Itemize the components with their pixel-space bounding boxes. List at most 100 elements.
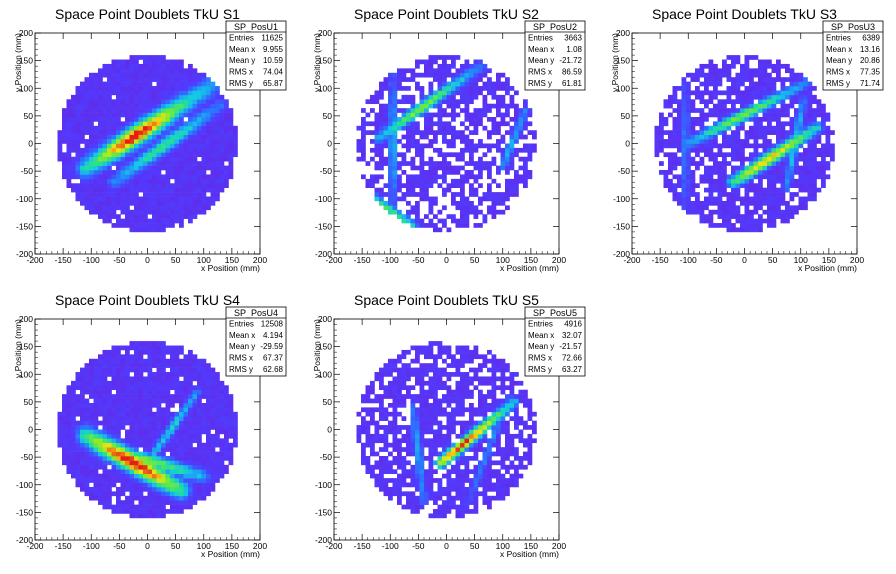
heatmap-cell [708, 147, 714, 153]
heatmap-cell [93, 134, 99, 140]
heatmap-cell [722, 103, 727, 109]
heatmap-cell [174, 372, 180, 377]
heatmap-cell [762, 81, 768, 87]
heatmap-cell [433, 68, 438, 74]
heatmap-cell [496, 209, 501, 215]
heatmap-cell [125, 108, 130, 113]
heatmap-cell [767, 174, 772, 180]
heatmap-cell [188, 354, 193, 360]
heatmap-cell [165, 473, 171, 479]
heatmap-cell [111, 398, 117, 404]
heatmap-cell [143, 94, 148, 100]
heatmap-cell [134, 438, 139, 444]
heatmap-cell [71, 139, 76, 144]
heatmap-cell [370, 438, 375, 444]
heatmap-cell [156, 178, 162, 184]
heatmap-cell [749, 152, 754, 158]
heatmap-cell [201, 183, 207, 188]
heatmap-cell [156, 398, 162, 404]
heatmap-cell [428, 139, 434, 144]
heatmap-cell [66, 447, 72, 452]
heatmap-cell [188, 147, 193, 153]
heatmap-cell [762, 209, 768, 215]
heatmap-cell [84, 491, 90, 497]
heatmap-cell [370, 108, 375, 113]
heatmap-cell [717, 103, 723, 109]
heatmap-cell [428, 112, 434, 118]
heatmap-cell [518, 178, 524, 184]
heatmap-cell [147, 469, 153, 474]
heatmap-cell [147, 152, 153, 158]
heatmap-cell [152, 491, 157, 497]
heatmap-cell [161, 500, 166, 505]
heatmap-cell [731, 187, 736, 193]
heatmap-cell [397, 81, 402, 87]
heatmap-cell [179, 183, 184, 188]
heatmap-cell [120, 86, 126, 91]
heatmap-cell [156, 174, 162, 180]
heatmap-cell [482, 63, 488, 69]
heatmap-cell [174, 139, 180, 144]
heatmap-cell [821, 143, 826, 149]
heatmap-cell [98, 464, 103, 470]
heatmap-cell [424, 223, 429, 228]
heatmap-cell [93, 420, 99, 426]
heatmap-cell [89, 358, 94, 364]
heatmap-cell [717, 81, 723, 87]
heatmap-cell [80, 478, 85, 483]
heatmap-cell [437, 130, 443, 135]
heatmap-cell [98, 99, 103, 105]
heatmap-cell [695, 205, 700, 211]
heatmap-cell [690, 187, 696, 193]
heatmap-cell [161, 385, 166, 391]
heatmap-cell [138, 200, 144, 206]
heatmap-cell [201, 416, 207, 421]
heatmap-cell [75, 161, 81, 166]
heatmap-cell [500, 134, 506, 140]
heatmap-cell [201, 94, 207, 100]
heatmap-cell [129, 156, 135, 162]
heatmap-cell [147, 125, 153, 131]
heatmap-cell [89, 130, 94, 135]
heatmap-cell [93, 103, 99, 109]
heatmap-cell [406, 218, 411, 224]
heatmap-cell [188, 86, 193, 91]
heatmap-cell [374, 178, 380, 184]
heatmap-cell [192, 358, 198, 364]
heatmap-cell [388, 178, 393, 184]
heatmap-cell [129, 509, 135, 514]
heatmap-cell [740, 183, 745, 188]
heatmap-cell [758, 108, 763, 113]
heatmap-cell [527, 121, 533, 127]
heatmap-cell [401, 108, 407, 113]
heatmap-cell [442, 72, 447, 78]
heatmap-cell [206, 156, 211, 162]
heatmap-cell [794, 139, 799, 144]
heatmap-cell [224, 116, 229, 122]
y-tick-label: 50 [323, 111, 333, 121]
heatmap-cell [102, 174, 108, 180]
heatmap-cell [776, 77, 781, 82]
heatmap-cell [165, 223, 171, 228]
heatmap-cell [179, 407, 184, 413]
heatmap-cell [80, 196, 85, 202]
heatmap-cell [161, 147, 166, 153]
heatmap-cell [491, 143, 497, 149]
heatmap-cell [812, 187, 817, 193]
heatmap-cell [677, 200, 682, 206]
heatmap-cell [84, 363, 90, 368]
heatmap-cell [392, 196, 398, 202]
heatmap-cell [392, 103, 398, 109]
heatmap-cell [80, 385, 85, 391]
heatmap-cell [156, 196, 162, 202]
heatmap-cell [102, 460, 108, 466]
heatmap-cell [785, 156, 790, 162]
heatmap-cell [379, 108, 384, 113]
heatmap-cell [713, 103, 718, 109]
heatmap-cell [107, 165, 112, 171]
heatmap-cell [152, 223, 157, 228]
heatmap-cell [116, 460, 121, 466]
heatmap-cell [197, 394, 202, 399]
heatmap-cell [183, 214, 189, 219]
heatmap-cell [152, 134, 157, 140]
